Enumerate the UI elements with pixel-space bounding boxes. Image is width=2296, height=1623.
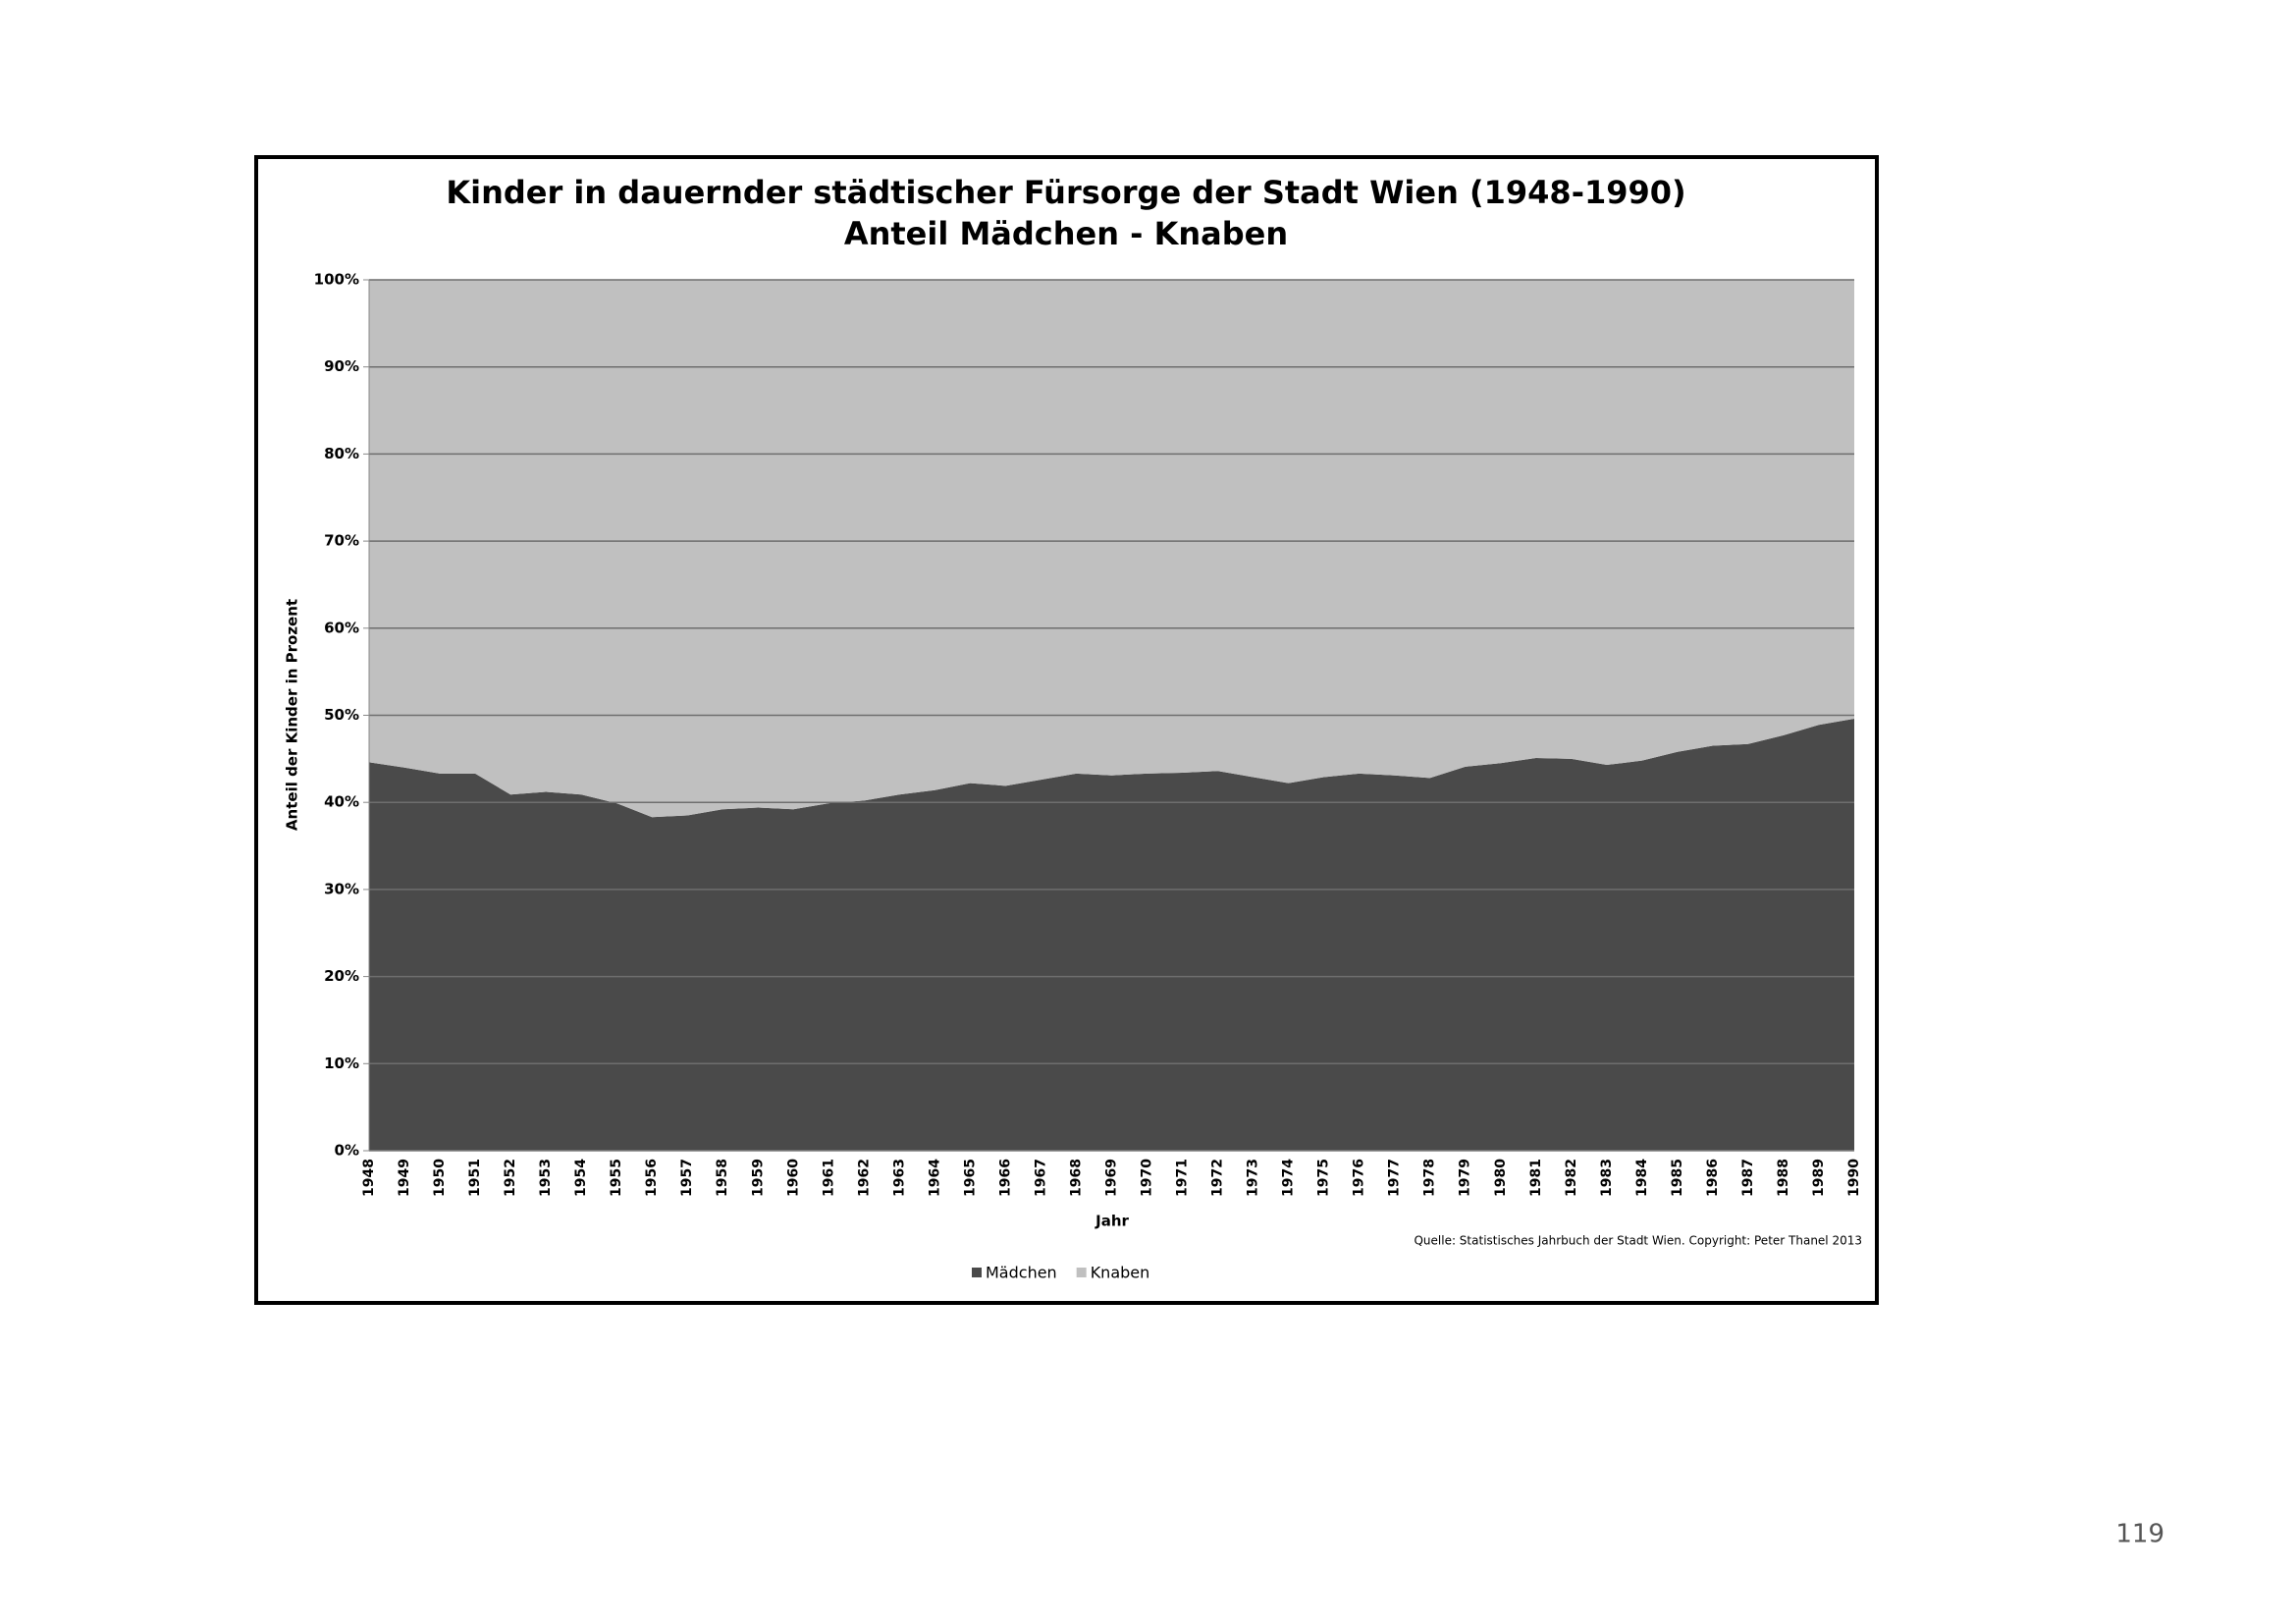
x-tick-label: 1957: [679, 1159, 695, 1197]
y-tick-label: 50%: [324, 706, 359, 724]
x-tick-label: 1990: [1846, 1159, 1862, 1197]
y-tick-label: 90%: [324, 357, 359, 375]
legend-swatch: [972, 1268, 982, 1277]
x-tick-label: 1953: [538, 1159, 554, 1197]
y-axis-label: Anteil der Kinder in Prozent: [284, 599, 301, 831]
x-tick-label: 1976: [1352, 1159, 1367, 1197]
x-tick-label: 1971: [1175, 1159, 1191, 1197]
y-tick-label: 70%: [324, 532, 359, 550]
x-tick-label: 1969: [1104, 1159, 1120, 1197]
x-tick-label: 1968: [1068, 1159, 1084, 1197]
x-tick-label: 1970: [1140, 1159, 1155, 1197]
x-tick-label: 1989: [1811, 1159, 1827, 1197]
x-tick-label: 1966: [997, 1159, 1013, 1197]
page-number: 119: [2115, 1520, 2164, 1549]
x-tick-label: 1963: [891, 1159, 907, 1197]
x-tick-label: 1948: [361, 1159, 377, 1197]
area: [369, 280, 1854, 818]
x-tick-label: 1975: [1316, 1159, 1332, 1197]
y-tick-label: 30%: [324, 880, 359, 897]
x-tick-label: 1954: [573, 1159, 589, 1197]
x-tick-label: 1965: [962, 1159, 978, 1197]
x-tick-label: 1978: [1422, 1159, 1438, 1197]
x-tick-label: 1980: [1493, 1159, 1509, 1197]
x-tick-label: 1985: [1670, 1159, 1685, 1197]
x-tick-label: 1982: [1564, 1159, 1579, 1197]
y-tick-label: 0%: [335, 1142, 359, 1160]
x-tick-label: 1979: [1458, 1159, 1473, 1197]
chart-subtitle: Anteil Mädchen - Knaben: [844, 215, 1288, 252]
x-tick-label: 1986: [1705, 1159, 1721, 1197]
plot-area: 0% 10% 20% 30% 40% 50% 60% 70% 80% 90% 100% 1948 194…: [314, 271, 1862, 1282]
y-tick-label: 60%: [324, 619, 359, 636]
chart-title: Kinder in dauernder städtischer Fürsorge…: [446, 174, 1685, 211]
x-tick-label: 1974: [1281, 1159, 1297, 1197]
x-tick-label: 1984: [1634, 1159, 1650, 1197]
x-tick-label: 1988: [1776, 1159, 1791, 1197]
source-note: Quelle: Statistisches Jahrbuch der Stadt…: [1414, 1234, 1862, 1248]
x-tick-label: 1967: [1033, 1159, 1048, 1197]
x-axis-label: Jahr: [1095, 1213, 1129, 1230]
x-tick-label: 1962: [856, 1159, 872, 1197]
x-tick-label: 1955: [609, 1159, 624, 1197]
x-tick-label: 1958: [715, 1159, 730, 1197]
x-tick-label: 1964: [927, 1159, 942, 1197]
x-tick-label: 1961: [821, 1159, 836, 1197]
x-tick-label: 1973: [1246, 1159, 1261, 1197]
x-tick-label: 1981: [1528, 1159, 1544, 1197]
y-tick-label: 40%: [324, 793, 359, 811]
x-tick-label: 1949: [397, 1159, 412, 1197]
x-tick-label: 1977: [1387, 1159, 1403, 1197]
x-tick-label: 1952: [503, 1159, 518, 1197]
x-tick-label: 1959: [750, 1159, 766, 1197]
legend-label: Knaben: [1091, 1264, 1150, 1282]
y-tick-label: 10%: [324, 1055, 359, 1072]
y-tick-label: 20%: [324, 967, 359, 985]
x-tick-label: 1956: [644, 1159, 660, 1197]
legend-swatch: [1076, 1268, 1087, 1277]
x-tick-label: 1983: [1599, 1159, 1615, 1197]
x-tick-label: 1960: [785, 1159, 801, 1197]
x-tick-label: 1972: [1210, 1159, 1226, 1197]
area: [369, 719, 1854, 1151]
x-tick-label: 1987: [1740, 1159, 1756, 1197]
x-tick-label: 1951: [467, 1159, 483, 1197]
legend-label: Mädchen: [986, 1264, 1057, 1282]
y-tick-label: 100%: [314, 271, 359, 289]
y-tick-label: 80%: [324, 445, 359, 462]
x-tick-label: 1950: [432, 1159, 448, 1197]
